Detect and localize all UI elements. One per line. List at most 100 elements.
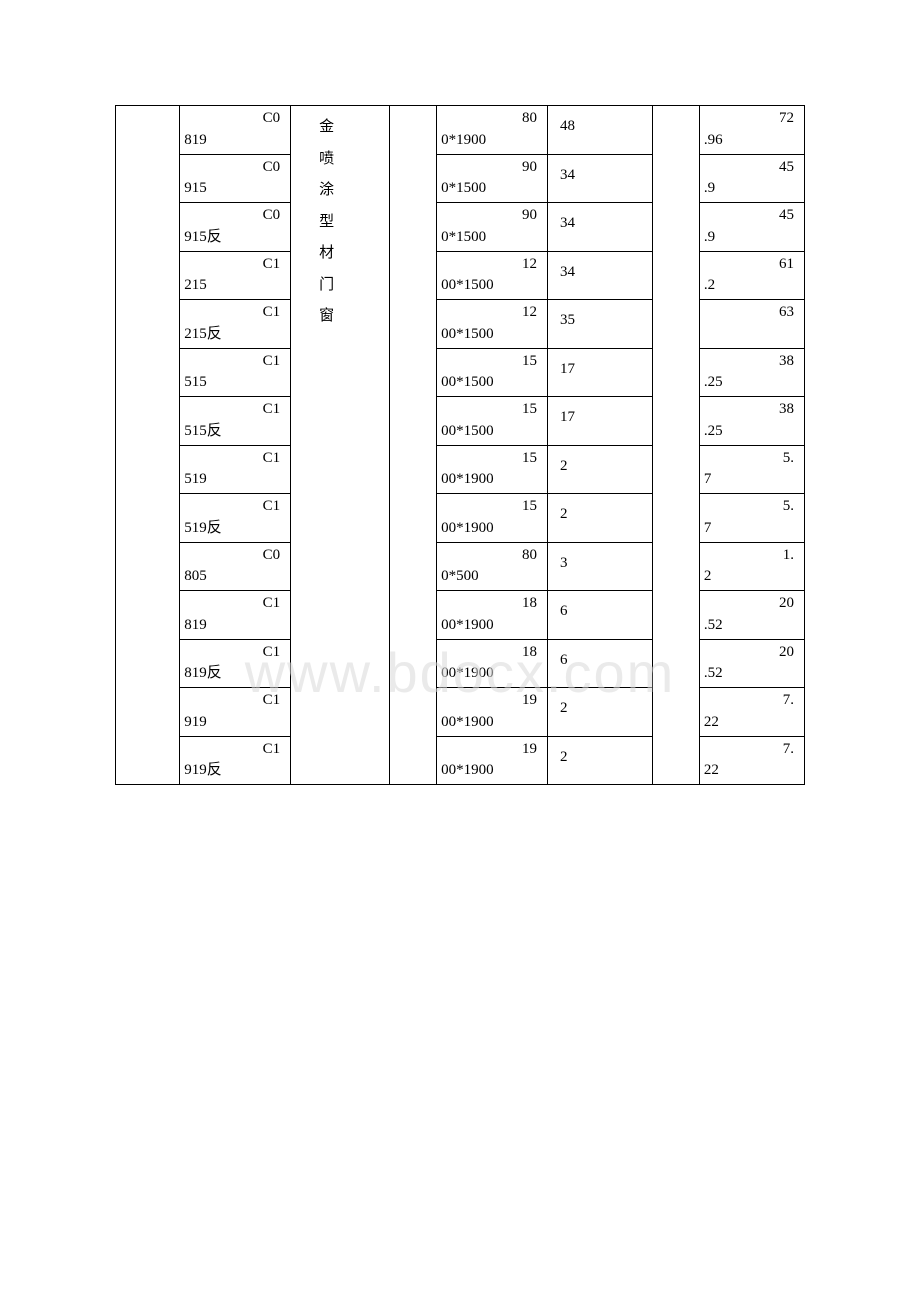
code-part-b: 215反 [184,324,286,346]
code-part-a: C1 [184,593,286,615]
code-part-b: 519 [184,469,286,491]
value-cell: 72.96 [699,106,804,155]
merged-empty-col-7 [653,106,700,785]
dimension-cell: 1200*1500 [437,251,548,300]
dim-part-a: 15 [441,496,543,518]
value-part-a: 20 [704,593,800,615]
dimension-cell: 1800*1900 [437,639,548,688]
code-cell: C0915 [180,154,291,203]
value-part-a: 45 [704,205,800,227]
code-part-a: C0 [184,545,286,567]
code-cell: C1919 [180,688,291,737]
dim-part-b: 00*1900 [441,663,543,685]
dimension-cell: 800*500 [437,542,548,591]
dim-part-a: 12 [441,302,543,324]
quantity-value: 2 [560,747,648,769]
code-part-b: 819反 [184,663,286,685]
dimension-cell: 1500*1500 [437,397,548,446]
dim-part-b: 00*1500 [441,372,543,394]
description-char: 材 [319,238,389,270]
table-row: C0915反900*15003445.9 [116,203,805,252]
dim-part-a: 90 [441,157,543,179]
code-part-a: C0 [184,157,286,179]
quantity-cell: 34 [548,251,653,300]
dim-part-b: 00*1900 [441,615,543,637]
quantity-cell: 17 [548,348,653,397]
table-row: C0819金喷涂型材门窗800*19004872.96 [116,106,805,155]
code-part-b: 819 [184,130,286,152]
code-part-b: 805 [184,566,286,588]
code-part-b: 515反 [184,421,286,443]
value-part-a: 61 [704,254,800,276]
value-part-a: 7. [704,690,800,712]
value-part-a: 5. [704,496,800,518]
table-row: C0805800*50031.2 [116,542,805,591]
dim-part-b: 00*1900 [441,518,543,540]
value-part-b: 7 [704,518,800,540]
dim-part-b: 0*1500 [441,178,543,200]
dimension-cell: 1200*1500 [437,300,548,349]
value-part-b: .96 [704,130,800,152]
dimension-cell: 900*1500 [437,203,548,252]
quantity-cell: 35 [548,300,653,349]
value-part-a: 20 [704,642,800,664]
dim-part-b: 00*1500 [441,324,543,346]
quantity-value: 3 [560,553,648,575]
code-part-a: C1 [184,254,286,276]
quantity-cell: 2 [548,494,653,543]
value-part-a: 63 [704,302,800,324]
code-part-a: C1 [184,642,286,664]
quantity-value: 6 [560,601,648,623]
quantity-value: 48 [560,116,648,138]
code-cell: C1519 [180,445,291,494]
dim-part-b: 0*1900 [441,130,543,152]
table-row: C15151500*15001738.25 [116,348,805,397]
dim-part-a: 80 [441,545,543,567]
table-row: C0915900*15003445.9 [116,154,805,203]
dimension-cell: 800*1900 [437,106,548,155]
code-part-a: C1 [184,690,286,712]
value-part-b: 7 [704,469,800,491]
dim-part-a: 15 [441,399,543,421]
code-part-a: C1 [184,448,286,470]
value-part-a: 72 [704,108,800,130]
code-part-b: 519反 [184,518,286,540]
value-part-b: .9 [704,227,800,249]
quantity-cell: 2 [548,736,653,785]
code-cell: C1519反 [180,494,291,543]
code-part-b: 515 [184,372,286,394]
quantity-cell: 3 [548,542,653,591]
dimension-cell: 1900*1900 [437,736,548,785]
quantity-value: 2 [560,698,648,720]
quantity-cell: 2 [548,445,653,494]
dim-part-b: 00*1900 [441,760,543,782]
dim-part-a: 19 [441,739,543,761]
code-cell: C1819 [180,591,291,640]
value-cell: 38.25 [699,348,804,397]
code-part-a: C0 [184,205,286,227]
page-container: C0819金喷涂型材门窗800*19004872.96C0915900*1500… [0,0,920,785]
value-part-a: 45 [704,157,800,179]
value-part-b: .9 [704,178,800,200]
quantity-cell: 48 [548,106,653,155]
value-cell: 38.25 [699,397,804,446]
value-part-b: .52 [704,663,800,685]
description-char: 门 [319,270,389,302]
table-row: C15191500*190025.7 [116,445,805,494]
dimension-cell: 1500*1900 [437,445,548,494]
code-part-a: C1 [184,399,286,421]
quantity-value: 2 [560,456,648,478]
dim-part-a: 15 [441,351,543,373]
code-cell: C0805 [180,542,291,591]
value-part-a: 38 [704,399,800,421]
dim-part-a: 80 [441,108,543,130]
dim-part-b: 00*1500 [441,275,543,297]
code-part-a: C0 [184,108,286,130]
table-row: C1215反1200*15003563 [116,300,805,349]
dim-part-a: 12 [441,254,543,276]
code-cell: C0915反 [180,203,291,252]
merged-empty-col-1 [116,106,180,785]
code-part-b: 819 [184,615,286,637]
dim-part-a: 90 [441,205,543,227]
quantity-cell: 2 [548,688,653,737]
